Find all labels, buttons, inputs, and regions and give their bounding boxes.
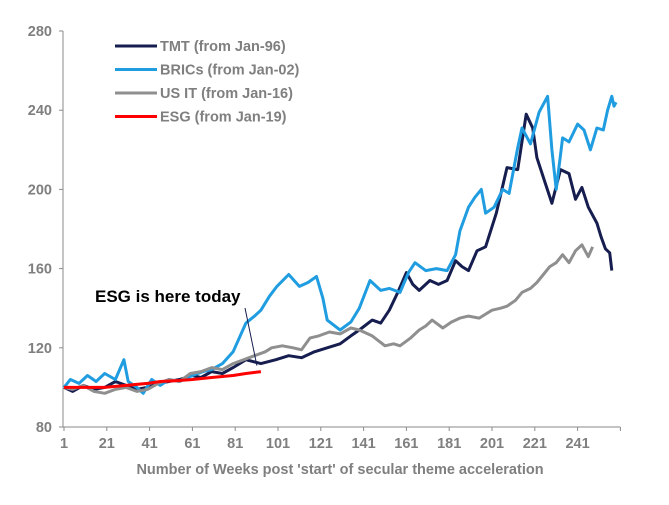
x-tick-label: 161	[394, 436, 418, 452]
x-tick-label: 181	[437, 436, 461, 452]
annotation-arrow	[244, 307, 258, 366]
annotation: ESG is here today	[95, 287, 258, 366]
x-tick-label: 81	[227, 436, 243, 452]
x-tick-label: 241	[565, 436, 589, 452]
legend-label: ESG (from Jan-19)	[160, 110, 287, 126]
x-tick-label: 221	[523, 436, 547, 452]
x-tick-label: 121	[309, 436, 333, 452]
x-tick-label: 21	[99, 436, 115, 452]
x-tick-label: 1	[60, 436, 68, 452]
series-lines	[62, 94, 618, 395]
x-tick-label: 61	[184, 436, 200, 452]
x-axis: 1 21 41 61 81 101 121 141 161 181 201 221 241	[60, 426, 621, 452]
y-tick-label: 240	[28, 103, 52, 119]
annotation-text: ESG is here today	[95, 287, 241, 306]
series-line-tmt	[63, 112, 614, 393]
x-tick-label: 101	[266, 436, 290, 452]
y-axis: 80 120 160 200 240 280	[28, 24, 64, 436]
y-tick-label: 160	[28, 262, 52, 278]
series-line-esg	[64, 370, 262, 389]
legend-label: US IT (from Jan-16)	[160, 86, 293, 102]
legend-label: TMT (from Jan-96)	[160, 39, 286, 55]
x-tick-label: 41	[142, 436, 158, 452]
y-tick-label: 200	[28, 182, 52, 198]
x-tick-label: 141	[351, 436, 375, 452]
legend: TMT (from Jan-96) BRICs (from Jan-02) US I…	[115, 39, 300, 126]
y-tick-label: 120	[28, 341, 52, 357]
y-tick-label: 80	[36, 420, 52, 436]
series-line-us	[63, 243, 594, 395]
y-tick-label: 280	[28, 24, 52, 40]
x-tick-label: 201	[480, 436, 504, 452]
legend-label: BRICs (from Jan-02)	[160, 63, 300, 79]
x-axis-label: Number of Weeks post 'start' of secular …	[136, 462, 543, 478]
